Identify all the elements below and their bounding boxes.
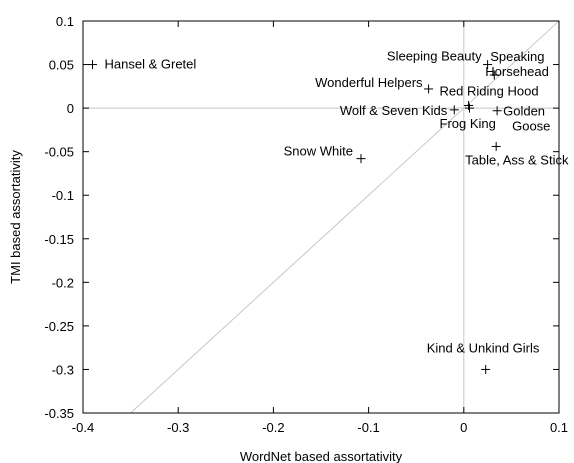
y-tick-label: 0.05 [49,58,74,73]
diagonal-line [130,21,559,413]
point-label: Speaking [490,49,544,64]
point-label: Table, Ass & Stick [465,152,569,167]
x-tick-label: -0.3 [167,420,189,435]
y-tick-label: -0.3 [52,362,74,377]
point-label: Snow White [284,144,353,159]
point-label: Red Riding Hood [440,83,539,98]
point-label: Wonderful Helpers [315,75,423,90]
point-label: Sleeping Beauty [387,49,482,64]
y-tick-label: -0.35 [44,406,74,421]
point-label: Hansel & Gretel [105,57,197,72]
x-tick-label: 0.1 [550,420,568,435]
point-label: Wolf & Seven Kids [340,103,448,118]
y-tick-label: -0.2 [52,275,74,290]
x-axis-label: WordNet based assortativity [240,449,403,463]
y-tick-label: -0.05 [44,145,74,160]
y-tick-label: -0.1 [52,188,74,203]
point-label: Kind & Unkind Girls [427,340,540,355]
x-tick-label: -0.2 [262,420,284,435]
x-tick-label: -0.4 [72,420,94,435]
point-label: Golden [503,104,545,119]
y-tick-label: -0.15 [44,232,74,247]
y-axis-label: TMI based assortativity [8,150,23,284]
y-tick-label: 0 [67,101,74,116]
plot-frame [82,20,560,414]
y-tick-label: 0.1 [56,14,74,29]
point-label-line2: Goose [512,119,550,134]
point-label: Frog King [440,116,496,131]
y-tick-label: -0.25 [44,319,74,334]
x-tick-label: 0 [460,420,467,435]
x-tick-label: -0.1 [357,420,379,435]
point-label-line2: Horsehead [485,64,549,79]
